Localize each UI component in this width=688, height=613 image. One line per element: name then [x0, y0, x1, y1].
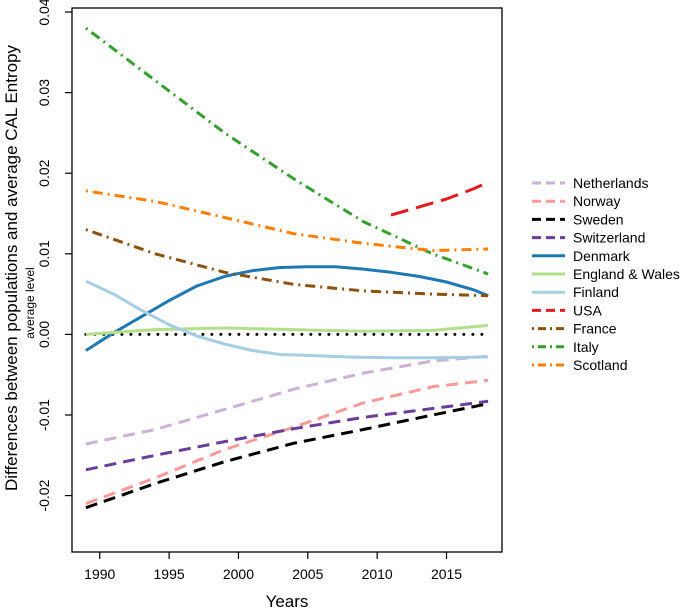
- series-line-france: [85, 228, 489, 298]
- y-tick-label: 0.01: [36, 240, 52, 267]
- series-line-scotland: [85, 189, 489, 253]
- x-axis-label: Years: [266, 592, 309, 611]
- series-line-usa: [390, 180, 489, 217]
- series-line-switzerland: [85, 399, 489, 472]
- y-axis-label: Differences between populations and aver…: [2, 44, 21, 491]
- y-tick-label: 0.02: [36, 159, 52, 186]
- legend: Netherlands Norway Sweden Switzerland Denmar…: [532, 175, 680, 373]
- y-tick-label: -0.01: [36, 399, 52, 431]
- legend-label: Sweden: [573, 211, 624, 227]
- x-tick-label: 2000: [223, 566, 254, 582]
- legend-label: Scotland: [573, 357, 627, 373]
- x-axis: 1990 1995 2000 2005 2010 2015: [84, 552, 462, 582]
- legend-label: France: [573, 321, 617, 337]
- series-line-norway: [85, 378, 489, 506]
- y-tick-label: 0.00: [36, 321, 52, 348]
- legend-label: USA: [573, 302, 602, 318]
- legend-label: Finland: [573, 284, 619, 300]
- plot-frame: [71, 7, 503, 553]
- y-tick-label: -0.02: [36, 479, 52, 511]
- x-tick-label: 2015: [431, 566, 462, 582]
- y-tick-label: 0.03: [36, 79, 52, 106]
- x-tick-label: 1995: [154, 566, 185, 582]
- legend-label: Norway: [573, 193, 620, 209]
- y-tick-label: 0.04: [36, 0, 52, 26]
- legend-label: England & Wales: [573, 266, 680, 282]
- series-line-netherlands: [85, 354, 489, 446]
- series-line-italy: [84, 26, 489, 276]
- legend-label: Italy: [573, 339, 599, 355]
- legend-label: Netherlands: [573, 175, 649, 191]
- y-axis: -0.02 -0.01 0.00 0.01 0.02 0.03 0.04: [36, 0, 72, 512]
- series-group: [84, 26, 489, 510]
- x-tick-label: 1990: [84, 566, 115, 582]
- x-tick-label: 2005: [292, 566, 323, 582]
- series-line-finland: [85, 279, 489, 360]
- series-line-denmark: [85, 265, 489, 352]
- legend-label: Switzerland: [573, 230, 645, 246]
- average-level-annotation: average level: [23, 267, 37, 338]
- legend-label: Denmark: [573, 248, 631, 264]
- series-line-england-wales: [85, 324, 489, 336]
- series-line-sweden: [85, 402, 489, 510]
- x-tick-label: 2010: [362, 566, 393, 582]
